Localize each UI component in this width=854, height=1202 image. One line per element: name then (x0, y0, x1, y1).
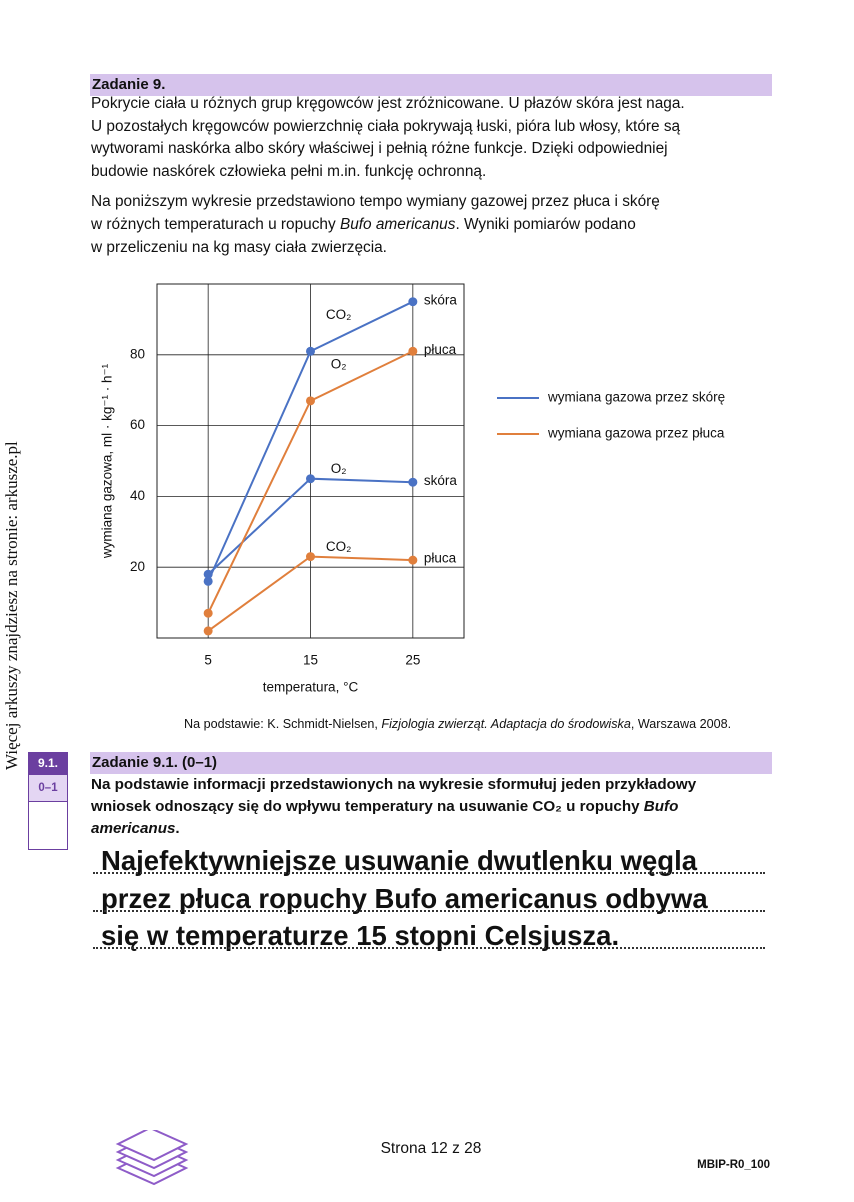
text-line: U pozostałych kręgowców powierzchnię cia… (91, 116, 685, 139)
question: Na podstawie informacji przedstawionych … (91, 774, 696, 840)
x-tick-label: 5 (204, 653, 212, 668)
answer-line-text: przez płuca ropuchy Bufo americanus odby… (101, 882, 708, 914)
answer-line (93, 910, 765, 912)
data-point (203, 626, 213, 636)
italic-segment: Fizjologia zwierząt. Adaptacja do środow… (381, 717, 631, 731)
italic-segment: Bufo (643, 798, 679, 815)
score-box (28, 801, 68, 850)
italic-segment: Bufo americanus (339, 215, 456, 233)
task-text: Pokrycie ciała u różnych grup kręgowców … (91, 93, 685, 259)
gas-label: CO₂ (326, 539, 352, 554)
page-number: Strona 12 z 28 (380, 1140, 482, 1157)
answer-line-text: się w temperaturze 15 stopni Celsjusza. (101, 920, 620, 952)
gas-label: CO₂ (326, 307, 352, 322)
exam-code: MBIP-R0_100 (697, 1159, 770, 1171)
text-segment: U pozostałych kręgowców powierzchnię cia… (91, 117, 681, 135)
source: Na podstawie: K. Schmidt-Nielsen, Fizjol… (184, 717, 731, 731)
question-line: Na podstawie informacji przedstawionych … (91, 774, 696, 796)
data-point (408, 477, 418, 487)
data-point (408, 297, 418, 307)
answer-line (93, 872, 765, 874)
text-line: Pokrycie ciała u różnych grup kręgowców … (91, 93, 685, 116)
paragraph: Na poniższym wykresie przedstawiono temp… (91, 191, 685, 259)
text-segment: Na podstawie: K. Schmidt-Nielsen, (184, 717, 382, 731)
chart: 20 40 60 80 5 15 25 temperatura, °C wymiana gazo… (100, 283, 725, 695)
line-end-label: skóra (424, 473, 458, 488)
text-segment: wytworami naskórka albo skóry właściwej … (91, 140, 668, 158)
task-title: Zadanie 9. (90, 74, 772, 96)
line-end-label: płuca (424, 342, 457, 357)
text-segment: w różnych temperaturach u ropuchy (91, 215, 340, 233)
gas-label: O₂ (331, 357, 347, 372)
legend-label: wymiana gazowa przez skórę (547, 390, 725, 405)
question-line: wniosek odnoszący się do wpływu temperat… (91, 796, 696, 818)
text-segment: Na poniższym wykresie przedstawiono temp… (91, 193, 660, 211)
text-segment: . (175, 820, 180, 837)
text-line: w przeliczeniu na kg masy ciała zwierzęc… (91, 237, 685, 260)
points-badge: 0–1 (28, 774, 68, 802)
data-point (203, 576, 213, 586)
data-point (408, 346, 418, 356)
subtask-title: Zadanie 9.1. (0–1) (90, 752, 772, 774)
x-axis-label: temperatura, °C (263, 680, 359, 695)
answer-line-text: Najefektywniejsze usuwanie dwutlenku węg… (101, 845, 698, 876)
data-point (306, 396, 315, 406)
y-tick-label: 40 (130, 488, 145, 503)
logo (115, 1130, 189, 1186)
line-end-label: płuca (424, 551, 457, 566)
x-tick-label: 25 (405, 653, 420, 668)
text-line: Na poniższym wykresie przedstawiono temp… (91, 191, 685, 214)
y-axis-label: wymiana gazowa, ml · kg⁻¹ · h⁻¹ (100, 363, 115, 559)
legend-label: wymiana gazowa przez płuca (547, 426, 725, 441)
text-segment: wniosek odnoszący się do wpływu temperat… (91, 798, 644, 815)
gas-label: O₂ (331, 461, 347, 476)
data-point (203, 569, 213, 579)
data-point (203, 608, 213, 618)
y-tick-label: 60 (130, 417, 145, 432)
x-tick-label: 15 (303, 653, 318, 668)
text-segment: w przeliczeniu na kg masy ciała zwierzęc… (91, 238, 387, 256)
task-number-badge: 9.1. (28, 752, 68, 774)
text-line: w różnych temperaturach u ropuchy Bufo a… (91, 214, 685, 237)
text-segment: . Wyniki pomiarów podano (455, 215, 636, 233)
data-point (306, 552, 315, 562)
y-tick-label: 20 (130, 559, 145, 574)
italic-segment: americanus (91, 820, 176, 837)
text-line: wytworami naskórka albo skóry właściwej … (91, 138, 685, 161)
text-line: budowie naskórek człowieka pełni m.in. f… (91, 161, 685, 184)
data-point (408, 555, 418, 565)
text-segment: Na podstawie informacji przedstawionych … (91, 776, 697, 793)
text-segment: , Warszawa 2008. (630, 717, 732, 731)
data-point (306, 474, 315, 484)
line-end-label: skóra (424, 292, 458, 307)
text-segment: Pokrycie ciała u różnych grup kręgowców … (91, 95, 685, 112)
answer-line (93, 947, 765, 949)
data-point (306, 346, 315, 356)
answer: Najefektywniejsze usuwanie dwutlenku węg… (101, 842, 708, 955)
question-line: americanus. (91, 818, 696, 840)
y-tick-label: 80 (130, 346, 145, 361)
paragraph: Pokrycie ciała u różnych grup kręgowców … (91, 93, 685, 183)
text-segment: budowie naskórek człowieka pełni m.in. f… (91, 162, 487, 180)
